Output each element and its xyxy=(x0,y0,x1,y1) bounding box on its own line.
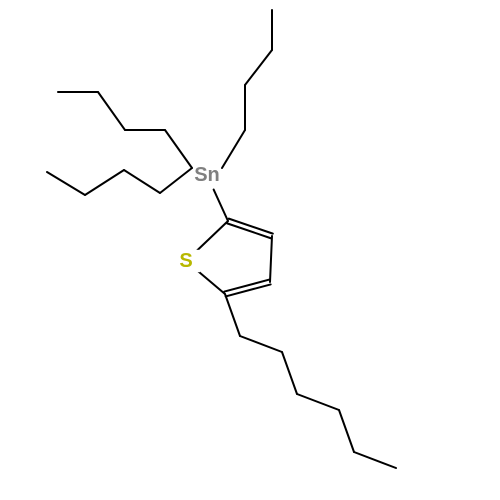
bond xyxy=(354,452,396,468)
bond xyxy=(47,172,85,195)
atom-label: S xyxy=(179,250,192,272)
bond xyxy=(98,92,125,130)
bond xyxy=(282,352,297,394)
atom-label: Sn xyxy=(194,164,220,186)
bond xyxy=(195,269,225,294)
bond xyxy=(124,170,160,193)
bond xyxy=(160,168,192,193)
bond xyxy=(165,130,192,168)
bond xyxy=(195,221,228,253)
bond xyxy=(240,336,282,352)
bond xyxy=(225,294,240,336)
bond xyxy=(85,170,124,195)
bond xyxy=(297,394,339,410)
bond xyxy=(222,130,245,168)
bond xyxy=(245,50,272,85)
bond xyxy=(270,236,272,282)
bond xyxy=(339,410,354,452)
bond xyxy=(214,190,228,221)
molecule-diagram: Sn S xyxy=(0,0,500,500)
